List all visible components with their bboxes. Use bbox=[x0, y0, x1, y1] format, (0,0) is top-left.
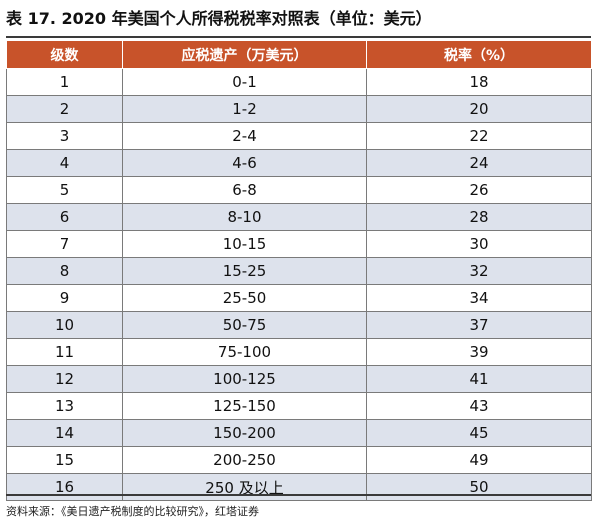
estate-cell: 15-25 bbox=[122, 257, 367, 285]
table-row: 15 200-250 49 bbox=[6, 446, 592, 474]
level-cell: 8 bbox=[6, 257, 123, 285]
rate-cell: 49 bbox=[366, 446, 592, 474]
top-rule bbox=[6, 36, 591, 38]
level-cell: 9 bbox=[6, 284, 123, 312]
level-cell: 3 bbox=[6, 122, 123, 150]
table-row: 9 25-50 34 bbox=[6, 284, 592, 312]
estate-cell: 75-100 bbox=[122, 338, 367, 366]
header-tax-rate: 税率（%） bbox=[366, 40, 592, 69]
level-cell: 6 bbox=[6, 203, 123, 231]
table-row: 12 100-125 41 bbox=[6, 365, 592, 393]
estate-cell: 125-150 bbox=[122, 392, 367, 420]
estate-cell: 0-1 bbox=[122, 68, 367, 96]
estate-cell: 6-8 bbox=[122, 176, 367, 204]
tax-rate-table: 级数 应税遗产（万美元） 税率（%） 1 0-1 18 2 1-2 20 3 2… bbox=[6, 40, 592, 501]
estate-cell: 25-50 bbox=[122, 284, 367, 312]
estate-cell: 1-2 bbox=[122, 95, 367, 123]
level-cell: 15 bbox=[6, 446, 123, 474]
table-row: 8 15-25 32 bbox=[6, 257, 592, 285]
rate-cell: 32 bbox=[366, 257, 592, 285]
level-cell: 2 bbox=[6, 95, 123, 123]
header-taxable-estate: 应税遗产（万美元） bbox=[122, 40, 367, 69]
level-cell: 13 bbox=[6, 392, 123, 420]
estate-cell: 4-6 bbox=[122, 149, 367, 177]
table-row: 5 6-8 26 bbox=[6, 176, 592, 204]
level-cell: 12 bbox=[6, 365, 123, 393]
rate-cell: 28 bbox=[366, 203, 592, 231]
table-row: 16 250 及以上 50 bbox=[6, 473, 592, 501]
table-row: 1 0-1 18 bbox=[6, 68, 592, 96]
level-cell: 1 bbox=[6, 68, 123, 96]
rate-cell: 45 bbox=[366, 419, 592, 447]
table-row: 4 4-6 24 bbox=[6, 149, 592, 177]
estate-cell: 150-200 bbox=[122, 419, 367, 447]
table-row: 6 8-10 28 bbox=[6, 203, 592, 231]
rate-cell: 26 bbox=[366, 176, 592, 204]
table-row: 11 75-100 39 bbox=[6, 338, 592, 366]
rate-cell: 30 bbox=[366, 230, 592, 258]
table-row: 13 125-150 43 bbox=[6, 392, 592, 420]
bottom-rule bbox=[6, 494, 591, 496]
level-cell: 7 bbox=[6, 230, 123, 258]
rate-cell: 41 bbox=[366, 365, 592, 393]
level-cell: 4 bbox=[6, 149, 123, 177]
table-row: 14 150-200 45 bbox=[6, 419, 592, 447]
rate-cell: 20 bbox=[366, 95, 592, 123]
estate-cell: 50-75 bbox=[122, 311, 367, 339]
estate-cell: 200-250 bbox=[122, 446, 367, 474]
estate-cell: 250 及以上 bbox=[122, 473, 367, 501]
rate-cell: 24 bbox=[366, 149, 592, 177]
rate-cell: 50 bbox=[366, 473, 592, 501]
estate-cell: 10-15 bbox=[122, 230, 367, 258]
rate-cell: 39 bbox=[366, 338, 592, 366]
table-header-row: 级数 应税遗产（万美元） 税率（%） bbox=[6, 40, 592, 69]
level-cell: 16 bbox=[6, 473, 123, 501]
estate-cell: 2-4 bbox=[122, 122, 367, 150]
level-cell: 11 bbox=[6, 338, 123, 366]
table-title: 表 17. 2020 年美国个人所得税税率对照表（单位：美元） bbox=[6, 9, 432, 28]
table-row: 7 10-15 30 bbox=[6, 230, 592, 258]
table-row: 10 50-75 37 bbox=[6, 311, 592, 339]
source-note: 资料来源：《美日遗产税制度的比较研究》，红塔证券 bbox=[6, 505, 259, 518]
estate-cell: 8-10 bbox=[122, 203, 367, 231]
rate-cell: 43 bbox=[366, 392, 592, 420]
table-row: 2 1-2 20 bbox=[6, 95, 592, 123]
estate-cell: 100-125 bbox=[122, 365, 367, 393]
rate-cell: 37 bbox=[366, 311, 592, 339]
rate-cell: 22 bbox=[366, 122, 592, 150]
table-row: 3 2-4 22 bbox=[6, 122, 592, 150]
level-cell: 10 bbox=[6, 311, 123, 339]
rate-cell: 18 bbox=[366, 68, 592, 96]
level-cell: 14 bbox=[6, 419, 123, 447]
rate-cell: 34 bbox=[366, 284, 592, 312]
header-level: 级数 bbox=[6, 40, 123, 69]
level-cell: 5 bbox=[6, 176, 123, 204]
